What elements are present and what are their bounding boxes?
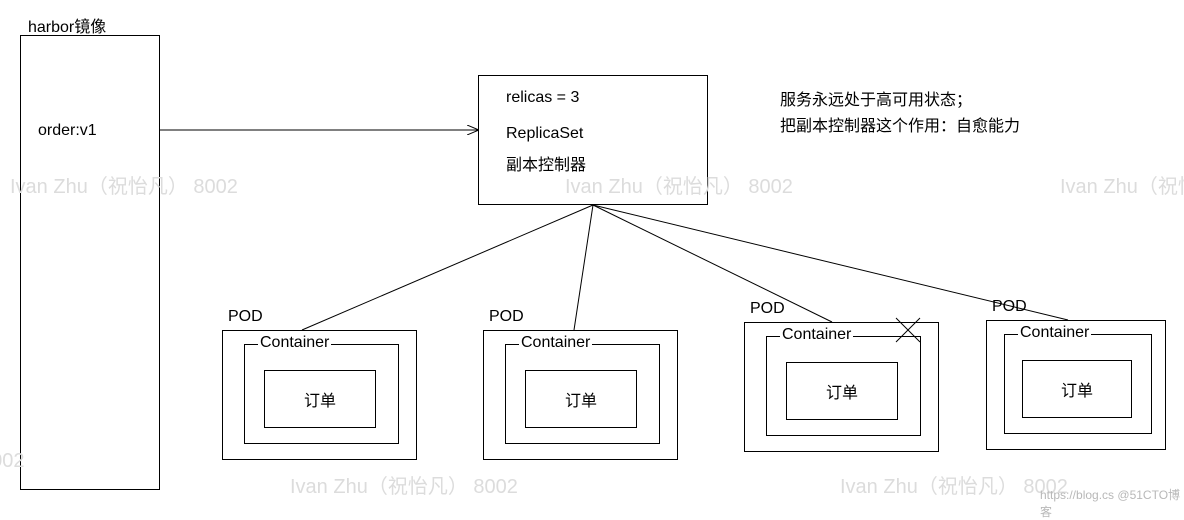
inner-label: 订单 [565,387,597,411]
footer-watermark: https://blog.cs @51CTO博客 [1040,486,1184,520]
container-label: Container [519,334,592,352]
watermark-text: Ivan Zhu（祝怡凡） 8002 [290,470,518,499]
pod-label: POD [992,298,1027,316]
watermark-text: Ivan Zhu（祝怡凡） 8002 [840,470,1068,499]
pod-label: POD [228,308,263,326]
container-label: Container [1018,324,1091,342]
footer-source: https://blog.cs [1040,488,1114,502]
harbor-title: harbor镜像 [28,13,106,37]
replicaset-line3: 副本控制器 [506,151,586,175]
inner-box: 订单 [1022,360,1132,418]
inner-box: 订单 [264,370,376,428]
inner-label: 订单 [826,379,858,403]
connector-line [302,205,593,330]
pod-label: POD [750,300,785,318]
container-label: Container [780,326,853,344]
inner-box: 订单 [786,362,898,420]
pod-label: POD [489,308,524,326]
replicaset-line1: relicas = 3 [506,89,579,107]
inner-label: 订单 [304,387,336,411]
watermark-text: Ivan Zhu（祝怡凡） [1060,170,1184,199]
connector-line [593,205,832,322]
note-line1: 服务永远处于高可用状态； [780,86,972,110]
inner-box: 订单 [525,370,637,428]
connector-line [574,205,593,330]
container-label: Container [258,334,331,352]
harbor-image-label: order:v1 [38,122,97,140]
replicaset-line2: ReplicaSet [506,125,583,143]
inner-label: 订单 [1061,377,1093,401]
note-line2: 把副本控制器这个作用：自愈能力 [780,112,1020,136]
harbor-box [20,35,160,490]
